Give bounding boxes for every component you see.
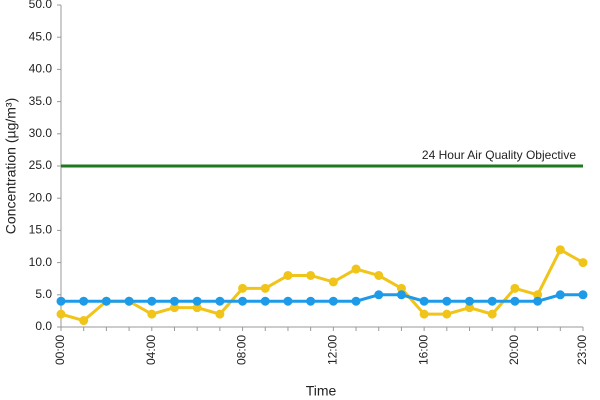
point xyxy=(328,277,338,287)
y-tick-label: 30.0 xyxy=(29,126,53,140)
point xyxy=(351,296,361,306)
point xyxy=(260,296,270,306)
objective-label: 24 Hour Air Quality Objective xyxy=(422,148,576,162)
point xyxy=(533,296,543,306)
point xyxy=(374,290,384,300)
y-tick-label: 35.0 xyxy=(29,94,53,108)
point xyxy=(510,283,520,293)
point xyxy=(238,296,248,306)
point xyxy=(56,296,66,306)
point xyxy=(555,245,565,255)
y-tick-label: 15.0 xyxy=(29,223,53,237)
point xyxy=(101,296,111,306)
point xyxy=(374,270,384,280)
x-tick-label: 20:00 xyxy=(507,335,521,365)
point xyxy=(79,296,89,306)
point xyxy=(124,296,134,306)
y-tick-label: 40.0 xyxy=(29,62,53,76)
point xyxy=(419,296,429,306)
point xyxy=(555,290,565,300)
point xyxy=(396,290,406,300)
point xyxy=(283,270,293,280)
y-axis-title: Concentration (µg/m³) xyxy=(3,98,19,234)
point xyxy=(306,270,316,280)
point xyxy=(442,309,452,319)
point xyxy=(487,309,497,319)
x-tick-label: 12:00 xyxy=(326,335,340,365)
point xyxy=(238,283,248,293)
series-line xyxy=(60,247,584,323)
point xyxy=(56,309,66,319)
point xyxy=(147,309,157,319)
x-axis-title: Time xyxy=(306,383,337,399)
point xyxy=(192,296,202,306)
x-tick-label: 23:00 xyxy=(575,335,589,365)
point xyxy=(465,296,475,306)
point xyxy=(487,296,497,306)
point xyxy=(215,296,225,306)
point xyxy=(578,290,588,300)
y-tick-label: 0.0 xyxy=(35,319,52,333)
x-tick-label: 16:00 xyxy=(416,335,430,365)
y-tick-label: 10.0 xyxy=(29,255,53,269)
point xyxy=(351,264,361,274)
point xyxy=(283,296,293,306)
point xyxy=(578,258,588,268)
point xyxy=(510,296,520,306)
point xyxy=(79,316,89,326)
point xyxy=(419,309,429,319)
x-tick-label: 08:00 xyxy=(235,335,249,365)
point xyxy=(169,296,179,306)
point xyxy=(147,296,157,306)
x-tick-label: 00:00 xyxy=(53,335,67,365)
point xyxy=(442,296,452,306)
point xyxy=(328,296,338,306)
y-tick-label: 20.0 xyxy=(29,190,53,204)
point xyxy=(215,309,225,319)
point xyxy=(260,283,270,293)
y-tick-label: 5.0 xyxy=(35,287,52,301)
y-tick-label: 45.0 xyxy=(29,29,53,43)
x-tick-label: 04:00 xyxy=(144,335,158,365)
point xyxy=(306,296,316,306)
y-tick-label: 50.0 xyxy=(29,0,53,11)
y-tick-label: 25.0 xyxy=(29,158,53,172)
